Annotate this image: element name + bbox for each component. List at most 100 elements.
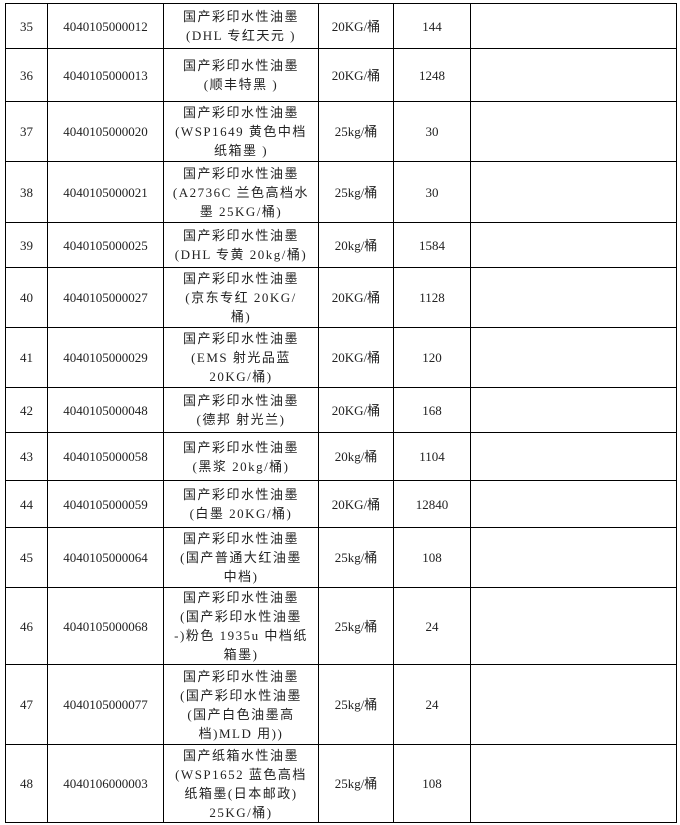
item-name-line: 国产彩印水性油墨 [182, 531, 299, 546]
quantity-cell: 12840 [393, 480, 471, 528]
item-name-line: (京东专红 20KG/ [185, 290, 297, 305]
table-row: 44 4040105000059 国产彩印水性油墨 (白墨 20KG/桶) 20KG/桶… [5, 480, 677, 528]
item-name-line: 墨 25KG/桶) [199, 203, 283, 219]
item-name-line: (顺丰特黑 ) [203, 77, 279, 92]
item-name-line: 国产彩印水性油墨 [182, 668, 299, 684]
item-name-line: 20KG/桶) [209, 369, 273, 384]
spec-cell: 20KG/桶 [318, 3, 394, 49]
note-cell [470, 432, 677, 481]
table-row: 35 4040105000012 国产彩印水性油墨 (DHL 专红天元 ) 20KG/桶… [5, 3, 677, 49]
spec-cell: 20KG/桶 [318, 48, 394, 102]
row-number-cell: 42 [5, 387, 48, 433]
item-name-cell: 国产彩印水性油墨 (黑浆 20kg/桶) [163, 432, 319, 481]
item-code-cell: 4040105000059 [47, 480, 164, 528]
row-number-cell: 43 [5, 432, 48, 481]
note-cell [470, 3, 677, 49]
item-name-cell: 国产彩印水性油墨 (国产彩印水性油墨 -)粉色 1935u 中档纸 箱墨) [163, 587, 319, 665]
item-code-cell: 4040105000068 [47, 587, 164, 665]
note-cell [470, 744, 677, 823]
table-row: 43 4040105000058 国产彩印水性油墨 (黑浆 20kg/桶) 20kg/桶… [5, 432, 677, 481]
row-number-cell: 46 [5, 587, 48, 665]
table-row: 40 4040105000027 国产彩印水性油墨 (京东专红 20KG/桶) 20KG… [5, 267, 677, 328]
note-cell [470, 161, 677, 223]
table-row: 46 4040105000068 国产彩印水性油墨 (国产彩印水性油墨 -)粉色 193… [5, 587, 677, 665]
spec-cell: 20KG/桶 [318, 387, 394, 433]
item-name-line: 纸箱墨 ) [213, 143, 269, 158]
spec-cell: 25kg/桶 [318, 527, 394, 588]
item-code-cell: 4040106000003 [47, 744, 164, 823]
spec-cell: 25kg/桶 [318, 664, 394, 745]
spec-cell: 25kg/桶 [318, 161, 394, 223]
item-name-line: (国产彩印水性油墨 [180, 609, 302, 624]
note-cell [470, 387, 677, 433]
table-row: 38 4040105000021 国产彩印水性油墨 (A2736C 兰色高档水墨 25… [5, 161, 677, 223]
quantity-cell: 1584 [393, 222, 471, 268]
item-code-cell: 4040105000048 [47, 387, 164, 433]
row-number-cell: 36 [5, 48, 48, 102]
item-name-cell: 国产彩印水性油墨 (A2736C 兰色高档水墨 25KG/桶) [163, 161, 319, 223]
row-number-cell: 37 [5, 101, 48, 162]
table-row: 36 4040105000013 国产彩印水性油墨 (顺丰特黑 ) 20KG/桶 1248 [5, 48, 677, 102]
item-name-line: 国产彩印水性油墨 [182, 590, 299, 605]
quantity-cell: 24 [393, 587, 471, 665]
spec-cell: 20KG/桶 [318, 480, 394, 528]
item-name-line: 国产彩印水性油墨 [182, 439, 299, 455]
item-code-cell: 4040105000058 [47, 432, 164, 481]
table-row: 41 4040105000029 国产彩印水性油墨 (EMS 射光品蓝 20KG/桶) 2… [5, 327, 677, 388]
table-body: 35 4040105000012 国产彩印水性油墨 (DHL 专红天元 ) 20KG/桶… [5, 3, 677, 823]
item-name-line: 国产彩印水性油墨 [182, 393, 299, 408]
row-number-cell: 44 [5, 480, 48, 528]
table-row: 47 4040105000077 国产彩印水性油墨 (国产彩印水性油墨 (国产白色油墨高… [5, 664, 677, 745]
item-name-cell: 国产彩印水性油墨 (EMS 射光品蓝 20KG/桶) [163, 327, 319, 388]
item-name-cell: 国产彩印水性油墨 (WSP1649 黄色中档 纸箱墨 ) [163, 101, 319, 162]
table-row: 45 4040105000064 国产彩印水性油墨 (国产普通大红油墨 中档) 25kg/… [5, 527, 677, 588]
item-name-cell: 国产纸箱水性油墨 (WSP1652 蓝色高档 纸箱墨(日本邮政) 25KG/桶) [163, 744, 319, 823]
spec-cell: 20kg/桶 [318, 432, 394, 481]
table-row: 48 4040106000003 国产纸箱水性油墨 (WSP1652 蓝色高档 纸箱墨(… [5, 744, 677, 823]
item-name-line: 中档) [223, 569, 259, 584]
quantity-cell: 30 [393, 161, 471, 223]
table-row: 37 4040105000020 国产彩印水性油墨 (WSP1649 黄色中档 纸箱墨 … [5, 101, 677, 162]
item-name-line: 箱墨) [223, 647, 259, 662]
quantity-cell: 168 [393, 387, 471, 433]
spec-cell: 25kg/桶 [318, 744, 394, 823]
quantity-cell: 1104 [393, 432, 471, 481]
quantity-cell: 24 [393, 664, 471, 745]
item-name-line: (白墨 20KG/桶) [189, 506, 293, 521]
item-name-line: (WSP1649 黄色中档 [175, 124, 307, 139]
item-code-cell: 4040105000021 [47, 161, 164, 223]
item-name-cell: 国产彩印水性油墨 (白墨 20KG/桶) [163, 480, 319, 528]
note-cell [470, 267, 677, 328]
row-number-cell: 38 [5, 161, 48, 223]
item-code-cell: 4040105000027 [47, 267, 164, 328]
note-cell [470, 48, 677, 102]
item-name-line: 国产纸箱水性油墨 [182, 747, 299, 763]
ink-inventory-table: 35 4040105000012 国产彩印水性油墨 (DHL 专红天元 ) 20KG/桶… [5, 3, 677, 823]
item-name-line: (国产普通大红油墨 [180, 550, 302, 565]
item-name-line: (国产彩印水性油墨 [180, 687, 302, 703]
note-cell [470, 101, 677, 162]
spec-cell: 25kg/桶 [318, 101, 394, 162]
item-name-line: (DHL 专红天元 ) [186, 28, 296, 43]
quantity-cell: 1128 [393, 267, 471, 328]
row-number-cell: 40 [5, 267, 48, 328]
item-code-cell: 4040105000029 [47, 327, 164, 388]
item-name-line: (WSP1652 蓝色高档 [175, 766, 307, 782]
table-row: 42 4040105000048 国产彩印水性油墨 (德邦 射光兰) 20KG/桶 168 [5, 387, 677, 433]
item-code-cell: 4040105000064 [47, 527, 164, 588]
table-row: 39 4040105000025 国产彩印水性油墨 (DHL 专黄 20kg/桶) 20… [5, 222, 677, 268]
spec-cell: 20KG/桶 [318, 327, 394, 388]
item-name-line: 国产彩印水性油墨 [182, 9, 299, 24]
item-name-line: 桶) [230, 309, 252, 324]
item-name-line: 纸箱墨(日本邮政) [184, 785, 298, 801]
quantity-cell: 120 [393, 327, 471, 388]
row-number-cell: 39 [5, 222, 48, 268]
row-number-cell: 48 [5, 744, 48, 823]
quantity-cell: 108 [393, 527, 471, 588]
note-cell [470, 664, 677, 745]
item-name-line: 国产彩印水性油墨 [182, 331, 299, 346]
quantity-cell: 1248 [393, 48, 471, 102]
quantity-cell: 144 [393, 3, 471, 49]
item-code-cell: 4040105000077 [47, 664, 164, 745]
item-name-cell: 国产彩印水性油墨 (DHL 专黄 20kg/桶) [163, 222, 319, 268]
